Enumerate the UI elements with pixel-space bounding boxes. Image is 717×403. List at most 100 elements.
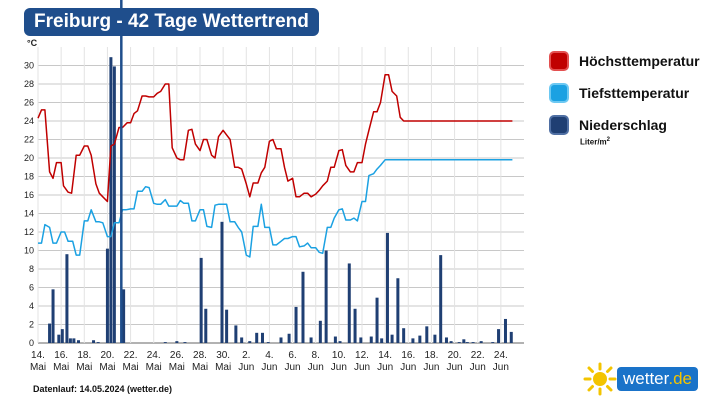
precip-bar <box>175 341 179 343</box>
y-tick-label: 12 <box>24 227 34 237</box>
x-tick-day: 2. <box>242 350 250 361</box>
precip-bar <box>301 271 305 343</box>
y-tick-label: 20 <box>24 153 34 163</box>
precip-bar <box>359 337 363 343</box>
legend-min-swatch <box>549 83 569 103</box>
precip-bar <box>390 334 394 343</box>
precip-bar <box>509 331 513 343</box>
precip-bar <box>375 297 379 343</box>
precip-bar <box>471 342 475 343</box>
sun-icon <box>583 362 617 396</box>
x-tick-month: Jun <box>377 362 393 373</box>
precip-bar <box>96 342 100 343</box>
precip-bar <box>449 341 453 343</box>
x-tick-month: Mai <box>169 362 185 373</box>
y-tick-label: 22 <box>24 135 34 145</box>
precip-bar <box>433 334 437 343</box>
precip-bar <box>279 337 283 343</box>
data-run-footer: Datenlauf: 14.05.2024 (wetter.de) <box>33 384 173 394</box>
precip-bar <box>65 254 69 343</box>
precip-bar <box>183 342 187 343</box>
precip-bar <box>457 342 461 343</box>
x-tick-day: 18. <box>77 350 91 361</box>
precip-bar <box>260 332 264 343</box>
x-tick-month: Mai <box>30 362 46 373</box>
y-tick-label: 26 <box>24 98 34 108</box>
precip-bar <box>199 257 203 343</box>
y-tick-label: 6 <box>29 283 34 293</box>
precip-bar <box>220 221 224 343</box>
x-tick-day: 24. <box>147 350 161 361</box>
precip-bar <box>369 336 373 343</box>
y-tick-label: 0 <box>29 338 34 348</box>
precip-bar <box>72 338 76 343</box>
x-tick-day: 28. <box>193 350 207 361</box>
precip-bar <box>225 309 229 343</box>
precip-bar <box>439 255 443 343</box>
wetter-de-logo[interactable]: wetter.de <box>583 362 698 396</box>
y-tick-label: 8 <box>29 264 34 274</box>
x-tick-month: Jun <box>238 362 254 373</box>
x-tick-month: Mai <box>53 362 69 373</box>
x-tick-day: 26. <box>170 350 184 361</box>
precip-bar <box>491 342 495 343</box>
x-tick-month: Mai <box>146 362 162 373</box>
legend-min: Tiefsttemperatur <box>549 82 689 104</box>
x-tick-month: Mai <box>76 362 92 373</box>
x-tick-day: 10. <box>332 350 346 361</box>
precip-bar <box>105 248 109 343</box>
precip-bar <box>48 323 52 343</box>
x-tick-day: 20. <box>448 350 462 361</box>
legend-max-swatch <box>549 51 569 71</box>
precip-bar <box>380 338 384 343</box>
y-tick-label: 18 <box>24 172 34 182</box>
x-tick-day: 8. <box>312 350 320 361</box>
legend-min-label: Tiefsttemperatur <box>579 85 690 101</box>
x-tick-month: Jun <box>354 362 370 373</box>
chart-title: Freiburg - 42 Tage Wettertrend <box>24 8 319 36</box>
precip-bar <box>347 263 351 343</box>
precip-bar <box>418 335 422 343</box>
x-tick-month: Jun <box>493 362 509 373</box>
precip-bar <box>204 308 208 343</box>
temperature-lines <box>37 74 513 258</box>
x-tick-day: 24. <box>494 350 508 361</box>
precip-bar <box>411 338 415 343</box>
precip-bar <box>462 339 466 343</box>
logo-text: wetter.de <box>617 367 698 391</box>
min-temp-line <box>38 159 513 258</box>
x-tick-day: 22. <box>471 350 485 361</box>
x-tick-day: 14. <box>378 350 392 361</box>
legend-precip: Niederschlag <box>549 114 667 136</box>
legend-precip-swatch <box>549 115 569 135</box>
precip-bar <box>287 333 291 343</box>
x-tick-month: Mai <box>215 362 231 373</box>
x-tick-day: 12. <box>355 350 369 361</box>
precip-bar <box>57 334 61 343</box>
precip-bar <box>109 57 113 344</box>
precip-unit: Liter/m2 <box>580 137 611 147</box>
x-tick-month: Jun <box>470 362 486 373</box>
precip-bar <box>318 320 322 343</box>
y-tick-label: 24 <box>24 116 34 126</box>
precip-bar <box>234 325 238 343</box>
precip-bar <box>353 308 357 343</box>
x-tick-day: 16. <box>401 350 415 361</box>
precip-bar <box>240 337 244 343</box>
precip-bar <box>497 329 501 343</box>
legend-precip-label: Niederschlag <box>579 117 667 133</box>
precip-bar <box>60 329 64 343</box>
precip-bar <box>122 289 126 343</box>
precip-bar <box>479 341 483 343</box>
x-tick-day: 4. <box>265 350 273 361</box>
precip-bar <box>68 338 72 343</box>
y-tick-label: 4 <box>29 301 34 311</box>
precip-bar <box>51 289 55 343</box>
x-tick-day: 16. <box>54 350 68 361</box>
x-tick-month: Jun <box>400 362 416 373</box>
precip-bar <box>77 340 80 343</box>
precip-bar <box>396 278 400 343</box>
y-tick-label: 30 <box>24 61 34 71</box>
